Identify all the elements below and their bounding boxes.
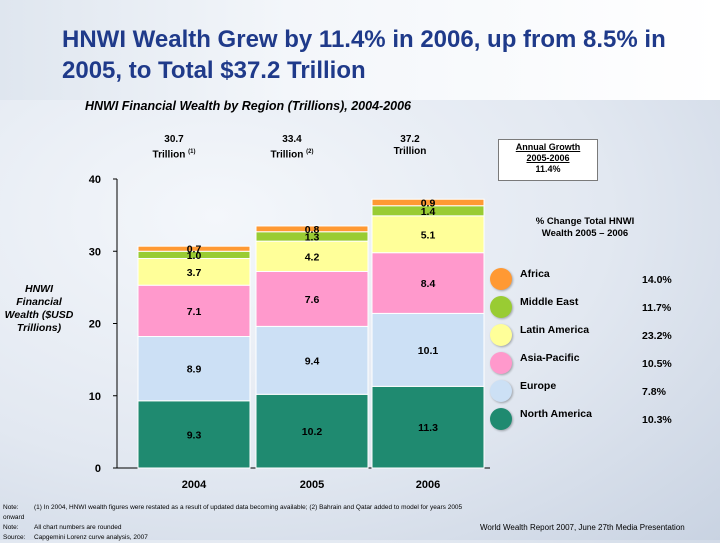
legend-pct: 14.0% bbox=[642, 274, 672, 286]
data-label: 8.4 bbox=[421, 278, 436, 290]
total-unit: Trillion bbox=[393, 146, 427, 157]
bar-segment bbox=[255, 270, 369, 327]
total-label-2005: 33.4 Trillion (2) bbox=[252, 134, 332, 161]
bar-segment bbox=[137, 257, 251, 286]
footnote-text: Capgemini Lorenz curve analysis, 2007 bbox=[34, 534, 148, 541]
legend-name: Asia-Pacific bbox=[520, 352, 580, 364]
legend-pct: 23.2% bbox=[642, 330, 672, 342]
bar-segment bbox=[255, 393, 369, 469]
legend-pct: 11.7% bbox=[642, 302, 672, 314]
legend-item-europe: Europe 7.8% bbox=[490, 380, 690, 408]
data-label: 10.2 bbox=[302, 426, 323, 438]
footnote-row: Note: All chart numbers are rounded bbox=[3, 523, 473, 533]
legend-name: Middle East bbox=[520, 296, 579, 308]
y-tick-label: 10 bbox=[89, 391, 101, 403]
footnote-label: Note: bbox=[3, 504, 19, 511]
growth-period: 2005-2006 bbox=[526, 153, 570, 163]
middle-east-swatch-icon bbox=[490, 296, 512, 318]
bar-segment bbox=[137, 336, 251, 402]
y-axis-label: HNWI Financial Wealth ($USD Trillions) bbox=[4, 283, 74, 334]
legend-pct: 10.3% bbox=[642, 414, 672, 426]
x-tick-label: 2006 bbox=[416, 479, 440, 491]
bar-segment bbox=[371, 215, 485, 254]
bar-segment bbox=[137, 284, 251, 338]
legend-pct: 7.8% bbox=[642, 386, 666, 398]
legend-item-north-america: North America 10.3% bbox=[490, 408, 690, 436]
north-america-swatch-icon bbox=[490, 408, 512, 430]
bar-segment bbox=[255, 240, 369, 272]
footnote-label: Note: bbox=[3, 524, 19, 531]
data-label: 4.2 bbox=[305, 251, 320, 263]
total-note: (1) bbox=[188, 149, 196, 155]
total-value: 30.7 bbox=[164, 134, 184, 145]
growth-title: Annual Growth bbox=[515, 142, 581, 152]
slide-title: HNWI Wealth Grew by 11.4% in 2006, up fr… bbox=[62, 26, 666, 84]
data-label: 11.3 bbox=[418, 422, 438, 434]
legend-item-africa: Africa 14.0% bbox=[490, 268, 690, 296]
data-label: 10.1 bbox=[418, 345, 439, 357]
legend-name: Europe bbox=[520, 380, 557, 392]
x-tick-label: 2004 bbox=[182, 479, 207, 491]
africa-swatch-icon bbox=[490, 268, 512, 290]
legend-name: Latin America bbox=[520, 324, 590, 336]
europe-swatch-icon bbox=[490, 380, 512, 402]
bar-segment bbox=[255, 325, 369, 395]
footnote-row: Note: (1) In 2004, HNWI wealth figures we… bbox=[3, 503, 473, 523]
data-label: 1.0 bbox=[187, 250, 202, 262]
bar-segment bbox=[137, 245, 251, 252]
legend-pct: 10.5% bbox=[642, 358, 672, 370]
report-footer: World Wealth Report 2007, June 27th Medi… bbox=[480, 523, 685, 532]
total-value: 37.2 bbox=[400, 134, 420, 145]
title-banner bbox=[0, 0, 720, 100]
bar-segment bbox=[137, 400, 251, 469]
total-label-2004: 30.7 Trillion (1) bbox=[134, 134, 214, 161]
data-label: 1.3 bbox=[305, 231, 320, 243]
y-tick-label: 20 bbox=[89, 319, 101, 331]
data-label: 0.8 bbox=[305, 224, 320, 236]
data-label: 8.9 bbox=[187, 364, 202, 376]
total-value: 33.4 bbox=[282, 134, 302, 145]
bar-segment bbox=[371, 385, 485, 469]
bar-segment bbox=[255, 225, 369, 233]
asia-pacific-swatch-icon bbox=[490, 352, 512, 374]
data-label: 5.1 bbox=[421, 229, 436, 241]
data-label: 3.7 bbox=[187, 267, 202, 279]
bar-segment bbox=[371, 312, 485, 387]
legend-name: North America bbox=[520, 408, 592, 420]
footnote-row: Source: Capgemini Lorenz curve analysis, … bbox=[3, 533, 473, 543]
latin-america-swatch-icon bbox=[490, 324, 512, 346]
y-tick-label: 40 bbox=[89, 174, 101, 186]
legend-item-asia-pacific: Asia-Pacific 10.5% bbox=[490, 352, 690, 380]
data-label: 7.1 bbox=[187, 306, 202, 318]
total-unit: Trillion bbox=[270, 149, 304, 161]
footnotes: Note: (1) In 2004, HNWI wealth figures we… bbox=[3, 503, 473, 543]
y-tick-label: 30 bbox=[89, 246, 101, 258]
data-label: 0.7 bbox=[187, 244, 202, 256]
chart-title: HNWI Financial Wealth by Region (Trillio… bbox=[85, 99, 412, 113]
change-header: % Change Total HNWI Wealth 2005 – 2006 bbox=[535, 216, 635, 239]
total-unit: Trillion bbox=[152, 149, 186, 161]
data-label: 9.4 bbox=[305, 355, 320, 367]
annual-growth-box: Annual Growth 2005-2006 11.4% bbox=[498, 139, 598, 181]
total-label-2006: 37.2 Trillion bbox=[370, 134, 450, 158]
growth-value: 11.4% bbox=[535, 164, 561, 174]
footnote-label: Source: bbox=[3, 534, 26, 541]
x-tick-label: 2005 bbox=[300, 479, 324, 491]
footnote-text: (1) In 2004, HNWI wealth figures were re… bbox=[3, 504, 463, 521]
total-note: (2) bbox=[306, 149, 314, 155]
legend-item-latin-america: Latin America 23.2% bbox=[490, 324, 690, 352]
bar-segment bbox=[371, 252, 485, 314]
y-tick-label: 0 bbox=[95, 463, 101, 475]
data-label: 1.4 bbox=[421, 206, 436, 218]
footnote-text: All chart numbers are rounded bbox=[34, 524, 122, 531]
data-label: 9.3 bbox=[187, 429, 202, 441]
data-label: 0.9 bbox=[421, 197, 436, 209]
data-label: 7.6 bbox=[305, 294, 320, 306]
bar-segment bbox=[371, 198, 485, 207]
legend-item-middle-east: Middle East 11.7% bbox=[490, 296, 690, 324]
legend-name: Africa bbox=[520, 268, 550, 280]
